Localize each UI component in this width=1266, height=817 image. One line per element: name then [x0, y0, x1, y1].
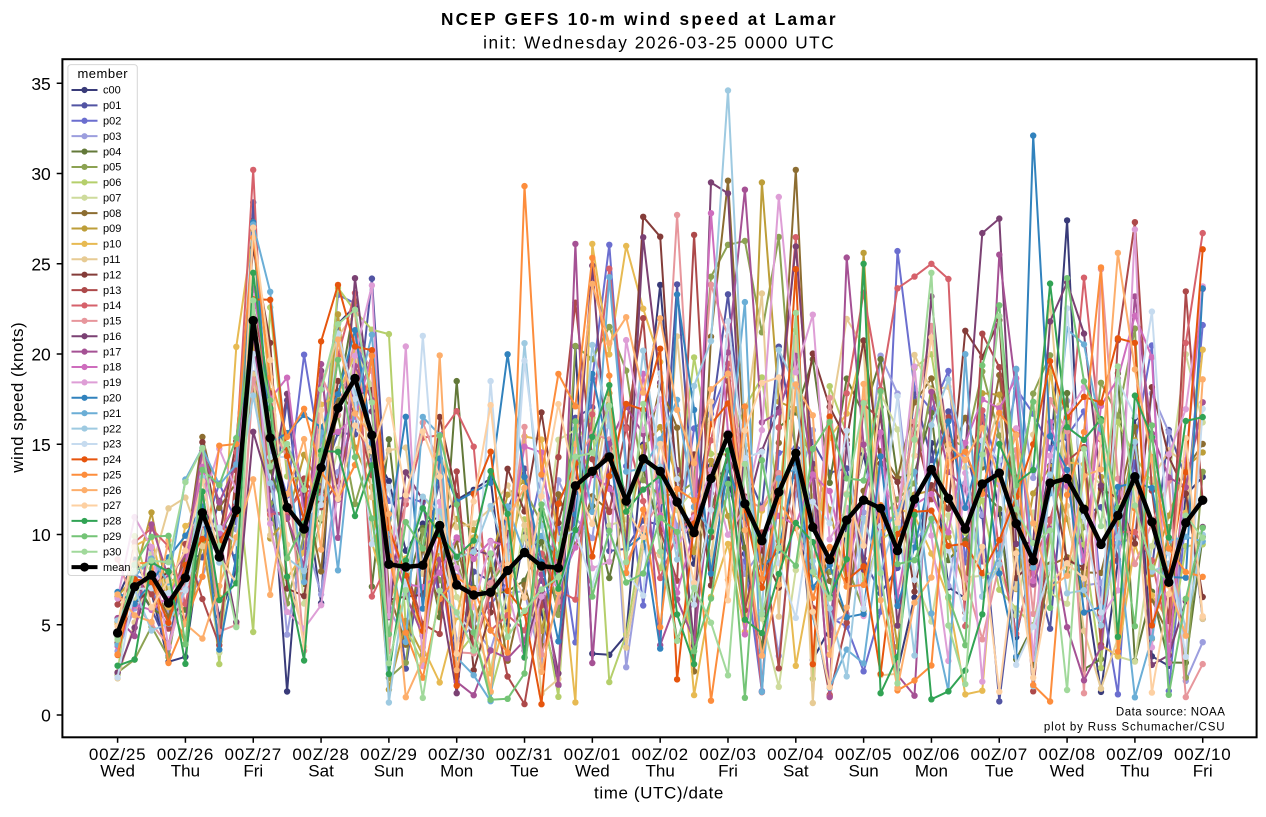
svg-text:p27: p27 [103, 500, 121, 512]
svg-text:p16: p16 [103, 331, 121, 343]
svg-text:p12: p12 [103, 269, 121, 281]
svg-text:p10: p10 [103, 239, 121, 251]
svg-text:member: member [77, 66, 128, 81]
svg-text:00Z/02: 00Z/02 [631, 745, 688, 764]
svg-text:NCEP GEFS 10-m wind speed at L: NCEP GEFS 10-m wind speed at Lamar [441, 9, 838, 29]
svg-text:0: 0 [41, 706, 51, 726]
svg-text:Fri: Fri [718, 761, 738, 780]
svg-text:p02: p02 [103, 115, 121, 127]
svg-text:p29: p29 [103, 531, 121, 543]
svg-text:p19: p19 [103, 377, 121, 389]
svg-text:p18: p18 [103, 362, 121, 374]
svg-text:Thu: Thu [1120, 761, 1149, 780]
svg-text:00Z/01: 00Z/01 [564, 745, 621, 764]
svg-text:25: 25 [31, 254, 50, 274]
svg-text:00Z/30: 00Z/30 [428, 745, 485, 764]
svg-text:init: Wednesday 2026-03-25 000: init: Wednesday 2026-03-25 0000 UTC [483, 32, 835, 52]
svg-text:Mon: Mon [440, 761, 473, 780]
svg-text:00Z/27: 00Z/27 [225, 745, 282, 764]
svg-text:p04: p04 [103, 146, 121, 158]
svg-text:p20: p20 [103, 393, 121, 405]
svg-text:p15: p15 [103, 316, 121, 328]
svg-text:15: 15 [31, 435, 50, 455]
svg-text:00Z/25: 00Z/25 [89, 745, 146, 764]
svg-text:p28: p28 [103, 516, 121, 528]
svg-text:00Z/29: 00Z/29 [360, 745, 417, 764]
svg-text:Thu: Thu [171, 761, 200, 780]
svg-text:Wed: Wed [100, 761, 135, 780]
svg-text:p13: p13 [103, 285, 121, 297]
svg-text:p17: p17 [103, 346, 121, 358]
svg-text:5: 5 [41, 615, 51, 635]
svg-text:00Z/06: 00Z/06 [903, 745, 960, 764]
svg-text:p22: p22 [103, 423, 121, 435]
svg-text:Mon: Mon [915, 761, 948, 780]
svg-text:Sun: Sun [848, 761, 878, 780]
svg-text:c00: c00 [103, 85, 121, 97]
svg-text:00Z/31: 00Z/31 [496, 745, 553, 764]
svg-text:Sat: Sat [783, 761, 809, 780]
svg-text:p11: p11 [103, 254, 121, 266]
svg-text:p09: p09 [103, 223, 121, 235]
svg-text:wind speed (knots): wind speed (knots) [8, 322, 27, 474]
svg-text:35: 35 [31, 74, 50, 94]
svg-text:p23: p23 [103, 439, 121, 451]
svg-text:00Z/05: 00Z/05 [835, 745, 892, 764]
svg-text:p26: p26 [103, 485, 121, 497]
svg-text:Thu: Thu [646, 761, 675, 780]
svg-text:30: 30 [31, 164, 51, 184]
svg-text:00Z/07: 00Z/07 [971, 745, 1028, 764]
svg-text:p25: p25 [103, 469, 121, 481]
svg-text:00Z/26: 00Z/26 [157, 745, 214, 764]
svg-text:Fri: Fri [243, 761, 263, 780]
svg-text:00Z/28: 00Z/28 [292, 745, 349, 764]
svg-text:Data source: NOAA: Data source: NOAA [1116, 706, 1225, 718]
svg-text:p06: p06 [103, 177, 121, 189]
svg-text:00Z/08: 00Z/08 [1038, 745, 1095, 764]
svg-text:Wed: Wed [575, 761, 610, 780]
svg-text:p30: p30 [103, 546, 121, 558]
svg-text:p24: p24 [103, 454, 121, 466]
svg-text:p14: p14 [103, 300, 121, 312]
svg-text:Tue: Tue [985, 761, 1014, 780]
svg-text:10: 10 [31, 525, 51, 545]
svg-text:Wed: Wed [1050, 761, 1085, 780]
svg-text:p08: p08 [103, 208, 121, 220]
svg-text:00Z/04: 00Z/04 [767, 745, 824, 764]
svg-text:00Z/10: 00Z/10 [1174, 745, 1231, 764]
svg-text:p07: p07 [103, 192, 121, 204]
svg-text:p05: p05 [103, 162, 121, 174]
svg-text:00Z/09: 00Z/09 [1106, 745, 1163, 764]
svg-text:Sun: Sun [374, 761, 404, 780]
svg-text:p01: p01 [103, 100, 121, 112]
svg-text:p03: p03 [103, 131, 121, 143]
svg-text:mean: mean [103, 562, 131, 574]
svg-text:time (UTC)/date: time (UTC)/date [594, 784, 724, 803]
svg-text:00Z/03: 00Z/03 [699, 745, 756, 764]
svg-text:p21: p21 [103, 408, 121, 420]
svg-text:Tue: Tue [510, 761, 539, 780]
svg-text:20: 20 [31, 345, 51, 365]
svg-text:Fri: Fri [1193, 761, 1213, 780]
svg-text:plot by Russ Schumacher/CSU: plot by Russ Schumacher/CSU [1044, 722, 1225, 734]
svg-text:Sat: Sat [308, 761, 334, 780]
